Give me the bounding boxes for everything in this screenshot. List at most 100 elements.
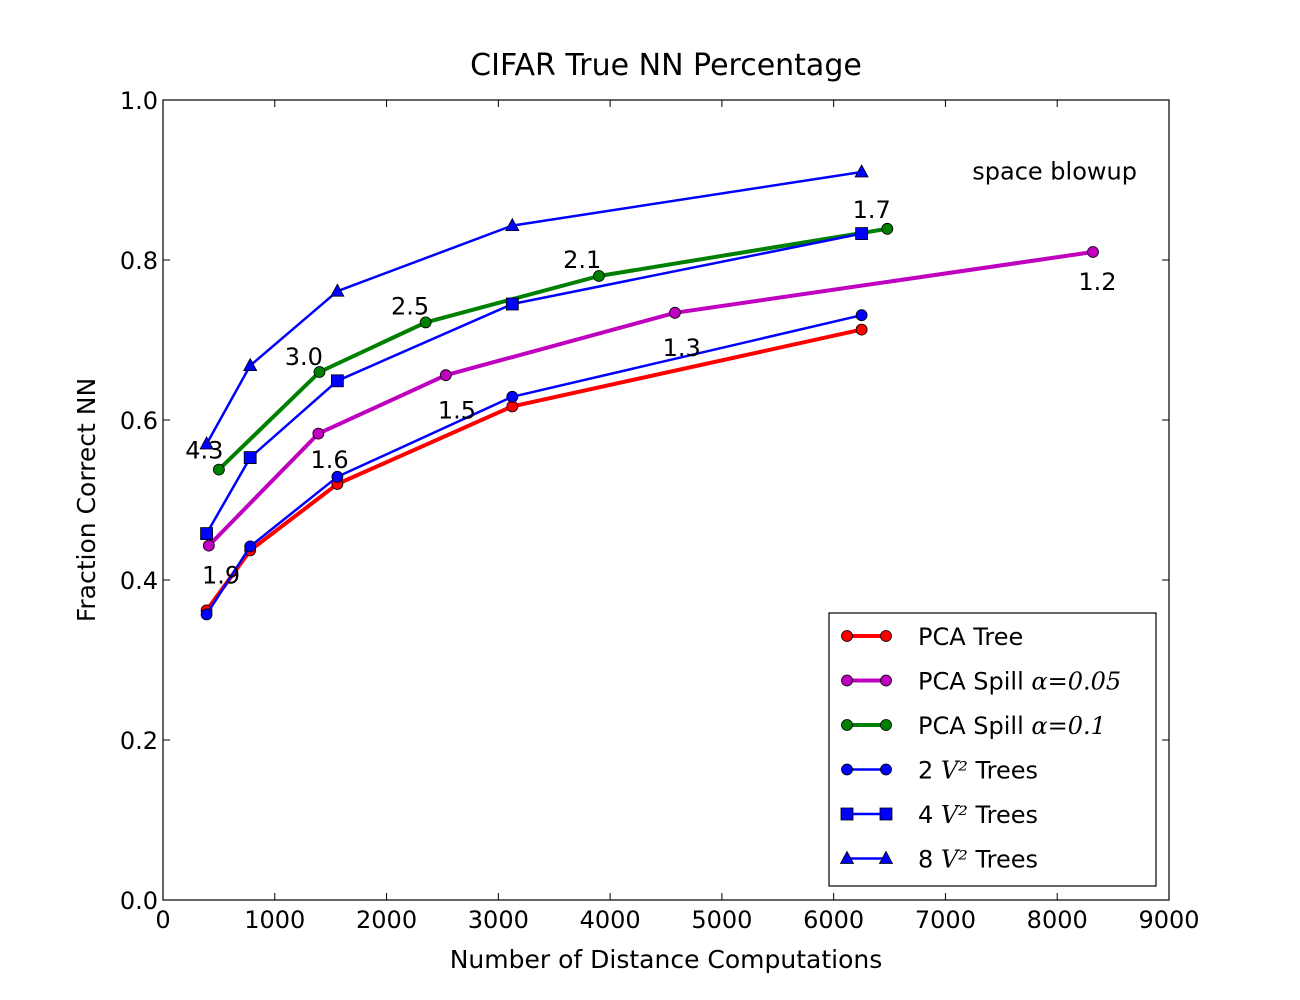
annotation-label: 1.7	[853, 196, 891, 224]
series-4	[200, 227, 869, 540]
data-point	[212, 463, 225, 476]
legend-label-math: α=0.05	[1031, 668, 1121, 696]
legend-marker	[880, 630, 892, 642]
data-point	[855, 227, 869, 241]
legend-label: PCA Spill α=0.05	[918, 668, 1121, 696]
plot-area: 0 1000 2000 3000 4000 5000 6000 7000 8000 9000 0.0…	[120, 87, 1200, 934]
data-point	[313, 366, 326, 378]
annotation-label: space blowup	[972, 157, 1137, 185]
x-axis-label: Number of Distance Computations	[450, 945, 883, 974]
legend-item: PCA Spill α=0.05	[841, 668, 1121, 696]
legend-item: 8 V² Trees	[839, 846, 1038, 874]
series-5	[199, 164, 869, 450]
legend-marker	[839, 850, 855, 864]
series-3	[200, 309, 868, 621]
legend-marker	[841, 763, 853, 776]
annotation-label: 1.2	[1078, 268, 1116, 296]
legend-label: 4 V² Trees	[918, 801, 1038, 829]
data-point	[505, 217, 520, 232]
legend-label: 2 V² Trees	[918, 757, 1038, 785]
data-point	[200, 527, 213, 540]
series-2	[212, 222, 894, 476]
x-tick-label: 7000	[915, 906, 976, 934]
legend-label-name: 8	[918, 846, 941, 874]
legend-label-name: 4	[918, 801, 941, 829]
legend-marker	[880, 674, 892, 687]
legend-item: 4 V² Trees	[840, 801, 1038, 829]
data-point	[506, 390, 519, 403]
annotation-label: 4.3	[185, 437, 223, 465]
y-tick-label: 0.8	[120, 247, 158, 275]
x-tick-label: 2000	[356, 906, 417, 934]
annotation-label: 1.9	[202, 561, 240, 589]
x-tick-label: 1000	[244, 906, 305, 934]
legend-label: PCA Spill α=0.1	[918, 712, 1106, 740]
annotation-label: 1.3	[663, 334, 701, 362]
data-point	[855, 323, 868, 336]
legend-label-name: 2	[918, 757, 941, 785]
legend-frame	[828, 612, 1157, 887]
legend-label-suffix: Trees	[968, 801, 1038, 829]
legend-label-suffix: Trees	[968, 846, 1038, 874]
legend-marker	[880, 763, 892, 776]
legend-label-math: V²	[941, 846, 968, 874]
data-point	[1087, 246, 1099, 258]
data-point	[243, 357, 258, 372]
legend-marker	[878, 850, 894, 864]
y-tick-label: 0.6	[120, 407, 158, 435]
x-tick-label: 5000	[691, 906, 752, 934]
y-tick-label: 0.4	[120, 567, 158, 595]
data-point	[200, 608, 213, 621]
chart-title: CIFAR True NN Percentage	[470, 48, 862, 83]
legend-item: PCA Spill α=0.1	[841, 712, 1106, 740]
legend-label-suffix: Trees	[968, 757, 1038, 785]
x-tick-label: 9000	[1138, 906, 1199, 934]
legend-item: PCA Tree	[841, 623, 1023, 651]
legend-marker	[880, 719, 892, 731]
data-point	[202, 539, 215, 552]
data-point	[593, 270, 605, 282]
data-point	[330, 283, 345, 297]
x-tick-label: 0	[155, 906, 170, 934]
data-point	[439, 369, 452, 382]
annotation-label: 2.1	[563, 246, 601, 274]
annotation-label: 1.6	[310, 446, 348, 474]
legend-label-name: PCA Spill	[918, 712, 1031, 740]
legend-label-math: V²	[941, 801, 968, 829]
y-tick-label: 1.0	[120, 87, 158, 115]
data-point	[669, 306, 681, 319]
data-point	[330, 374, 344, 388]
legend-marker	[841, 719, 853, 731]
data-point	[312, 427, 325, 440]
x-tick-label: 3000	[468, 906, 529, 934]
plot-frame	[162, 99, 1170, 901]
legend-label-name: PCA Spill	[918, 668, 1031, 696]
legend-label: PCA Tree	[918, 623, 1023, 651]
data-point	[199, 436, 214, 450]
y-axis-label: Fraction Correct NN	[72, 378, 101, 622]
series-1	[202, 246, 1099, 552]
legend-item: 2 V² Trees	[841, 757, 1038, 785]
legend-label-name: PCA Tree	[918, 623, 1023, 651]
legend-label: 8 V² Trees	[918, 846, 1038, 874]
x-tick-label: 6000	[803, 906, 864, 934]
data-point	[243, 451, 257, 465]
data-point	[331, 470, 344, 483]
legend-marker	[841, 630, 853, 642]
data-point	[419, 316, 432, 329]
legend-marker	[841, 674, 853, 687]
data-point	[854, 164, 869, 178]
legend-label-math: V²	[941, 757, 968, 785]
data-point	[505, 297, 519, 311]
data-point	[855, 309, 868, 322]
legend-label-math: α=0.1	[1031, 712, 1105, 740]
legend-marker	[840, 807, 854, 821]
legend-marker	[879, 807, 893, 821]
annotation-label: 1.5	[438, 397, 476, 425]
data-point	[881, 222, 894, 235]
x-tick-label: 4000	[580, 906, 641, 934]
y-tick-label: 0.0	[120, 887, 158, 915]
data-point	[244, 540, 257, 553]
